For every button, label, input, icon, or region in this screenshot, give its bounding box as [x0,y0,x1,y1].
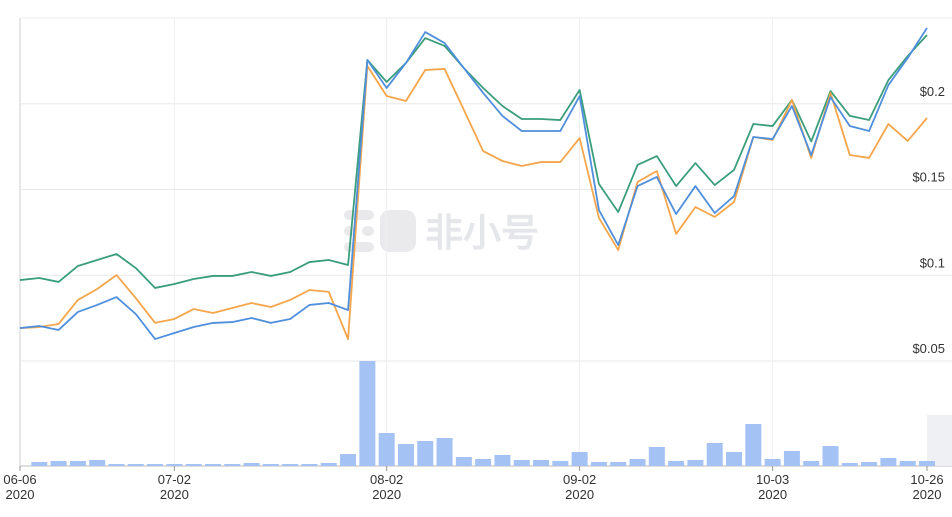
price-line [19,27,928,340]
volume-bar [50,461,67,466]
x-tick-label: 06-06 2020 [3,472,37,502]
volume-bar [861,462,878,466]
volume-bar [397,444,414,466]
volume-bar [204,464,221,466]
y-tick-label: $0.15 [912,170,945,185]
volume-bar [166,464,183,466]
volume-bar [127,464,144,466]
volume-bar [147,464,164,466]
volume-bar [726,452,743,466]
volume-bar [803,461,820,466]
volume-bar [475,459,492,466]
volume-bar [417,441,434,466]
volume-bar [610,462,627,466]
x-tick-label: 10-03 2020 [755,472,790,502]
volume-bar [262,464,279,466]
x-tick-label: 08-02 2020 [370,472,404,502]
volume-bar [320,463,337,466]
watermark-logo [344,210,416,252]
volume-bar [552,461,569,466]
volume-bar [69,461,86,466]
volume-bar [455,457,472,466]
scroll-handle [927,415,952,466]
volume-bar [899,461,916,466]
volume-bar [494,455,511,466]
y-tick-label: $0.05 [912,341,945,356]
volume-bar [185,464,202,466]
volume-bar [282,464,299,466]
volume-bar [822,446,839,466]
y-tick-label: $0.2 [920,84,945,99]
x-tick-label: 07-02 2020 [157,472,191,502]
volume-bar [687,460,704,466]
volume-bar [359,361,376,466]
volume-bar [706,443,723,466]
volume-bar [224,464,241,466]
volume-bar [243,463,260,466]
volume-bar [745,424,762,466]
volume-bar [629,459,646,466]
y-tick-label: $0.1 [920,255,945,270]
volume-bar [378,433,395,466]
volume-bar [436,438,453,466]
volume-bar [108,464,125,466]
volume-bar [783,451,800,466]
volume-bar [919,461,935,466]
volume-bar [668,461,685,466]
volume-bar [340,454,357,466]
price-line [19,34,928,289]
volume-bar [533,460,550,466]
watermark: 非小号 [425,213,539,255]
volume-bar [764,459,781,466]
volume-bar [841,463,858,466]
volume-bar [513,460,530,466]
x-tick-label: 09-02 2020 [563,472,597,502]
volume-bar [301,464,318,466]
volume-bar [89,460,106,466]
volume-bar [31,462,48,466]
volume-bar [590,462,607,466]
x-tick-label: 10-26 2020 [910,472,944,502]
volume-bar [880,458,897,466]
volume-bar [571,452,588,466]
volume-bar [648,447,665,466]
